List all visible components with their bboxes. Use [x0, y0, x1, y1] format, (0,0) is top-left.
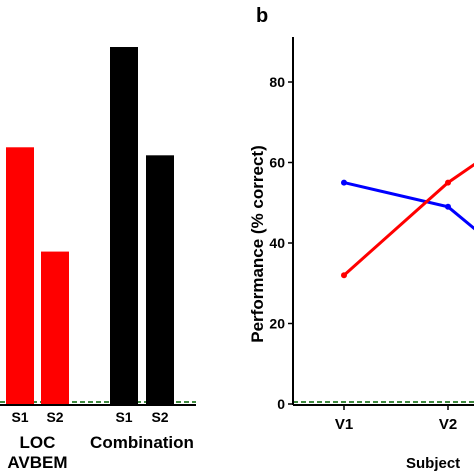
series-point-2-2: [445, 179, 451, 186]
y-tick-label: 20: [269, 316, 285, 332]
line-panel: b Performance (% correct) Subject 0 20 40 6…: [248, 5, 474, 472]
y-tick-label: 60: [269, 155, 285, 171]
series-point-2-1: [341, 272, 347, 279]
bar-tick-label: S2: [46, 409, 63, 425]
group-label: Combination: [90, 433, 194, 452]
x-tick-label: V1: [335, 416, 353, 433]
panel-label-b: b: [256, 5, 268, 27]
y-tick-label: 0: [277, 396, 285, 412]
x-axis-label: Subject: [406, 455, 460, 472]
group-label: LOC: [20, 433, 56, 452]
series-point-1-2: [445, 203, 451, 210]
bar-tick-label: S1: [11, 409, 28, 425]
y-tick-label: 40: [269, 235, 285, 251]
bar-tick-label: S1: [115, 409, 132, 425]
bar-2-s2: [146, 155, 174, 404]
bar-1-s2: [41, 251, 69, 404]
bar-2-s1: [110, 47, 138, 405]
x-tick-label: V2: [439, 416, 457, 433]
y-tick-label: 80: [269, 74, 285, 90]
y-axis-label: Performance (% correct): [248, 145, 267, 342]
bar-tick-label: S2: [151, 409, 168, 425]
series-point-1-1: [341, 179, 347, 186]
group-label: AVBEM: [7, 453, 67, 472]
series-line-2: [343, 162, 474, 277]
bar-1-s1: [6, 147, 34, 405]
series-line-1: [343, 181, 474, 231]
